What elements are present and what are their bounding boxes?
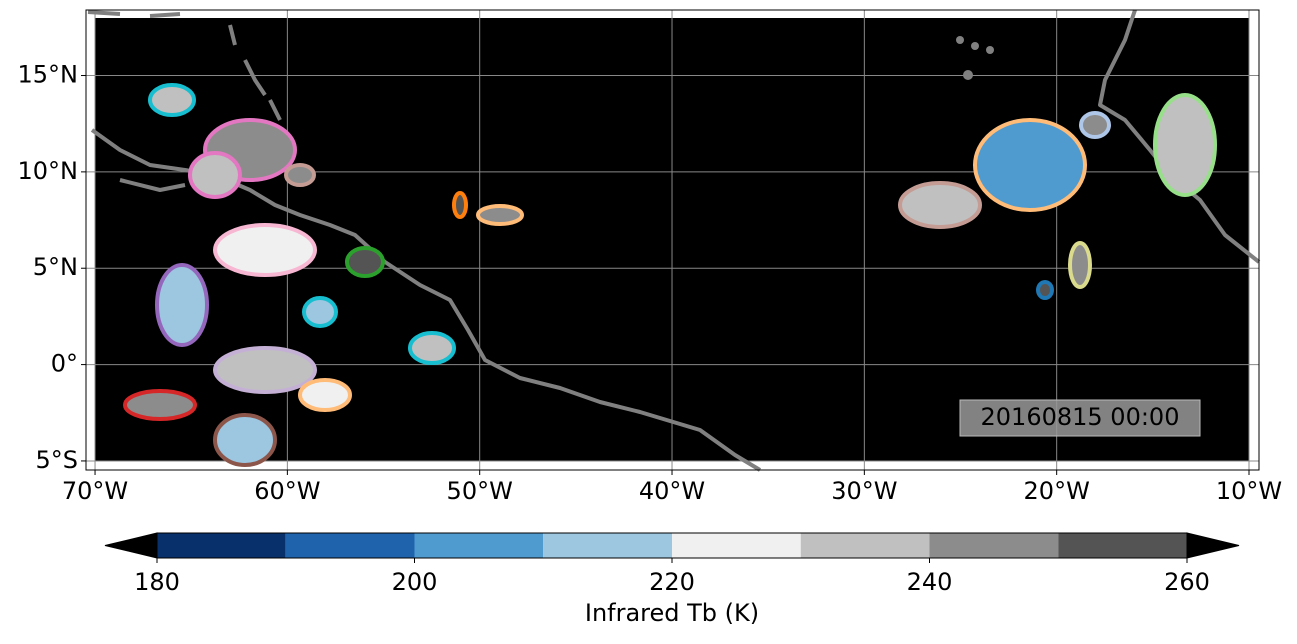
colorbar-tick-label: 200: [392, 568, 438, 596]
colorbar-bin: [285, 533, 415, 558]
x-tick-label: 60°W: [254, 477, 320, 505]
x-tick-label: 20°W: [1024, 477, 1090, 505]
x-tick-label: 30°W: [831, 477, 897, 505]
x-tick-label: 10°W: [1216, 477, 1282, 505]
colorbar-tick-label: 220: [649, 568, 695, 596]
grid: [86, 10, 1259, 470]
colorbar-bin: [672, 533, 801, 558]
y-tick-label: 0°: [51, 350, 78, 378]
colorbar-tick-label: 180: [134, 568, 180, 596]
colorbar-tick-label: 240: [907, 568, 953, 596]
x-tick-label: 70°W: [62, 477, 128, 505]
x-tick-label: 40°W: [639, 477, 705, 505]
colorbar-bin: [157, 533, 286, 558]
timestamp-box: [959, 399, 1201, 437]
timestamp: 20160815 00:00: [981, 403, 1180, 431]
colorbar-extend-low: [104, 532, 158, 559]
y-tick-label: 15°N: [18, 61, 79, 89]
y-tick-label: 5°N: [33, 253, 78, 281]
colorbar-extend-high: [1186, 532, 1240, 559]
colorbar-bin: [1058, 533, 1187, 558]
colorbar-bin: [800, 533, 930, 558]
y-tick-label: 10°N: [18, 157, 79, 185]
colorbar-bin: [929, 533, 1059, 558]
colorbar: 180 200 220 240 260: [104, 532, 1240, 596]
y-tick-label: 5°S: [35, 446, 78, 474]
cloud-contours: [123, 83, 1217, 467]
colorbar-bin: [543, 533, 672, 558]
colorbar-bin: [414, 533, 544, 558]
colorbar-tick-label: 260: [1164, 568, 1210, 596]
colorbar-label: Infrared Tb (K): [585, 599, 759, 627]
x-tick-label: 50°W: [447, 477, 513, 505]
